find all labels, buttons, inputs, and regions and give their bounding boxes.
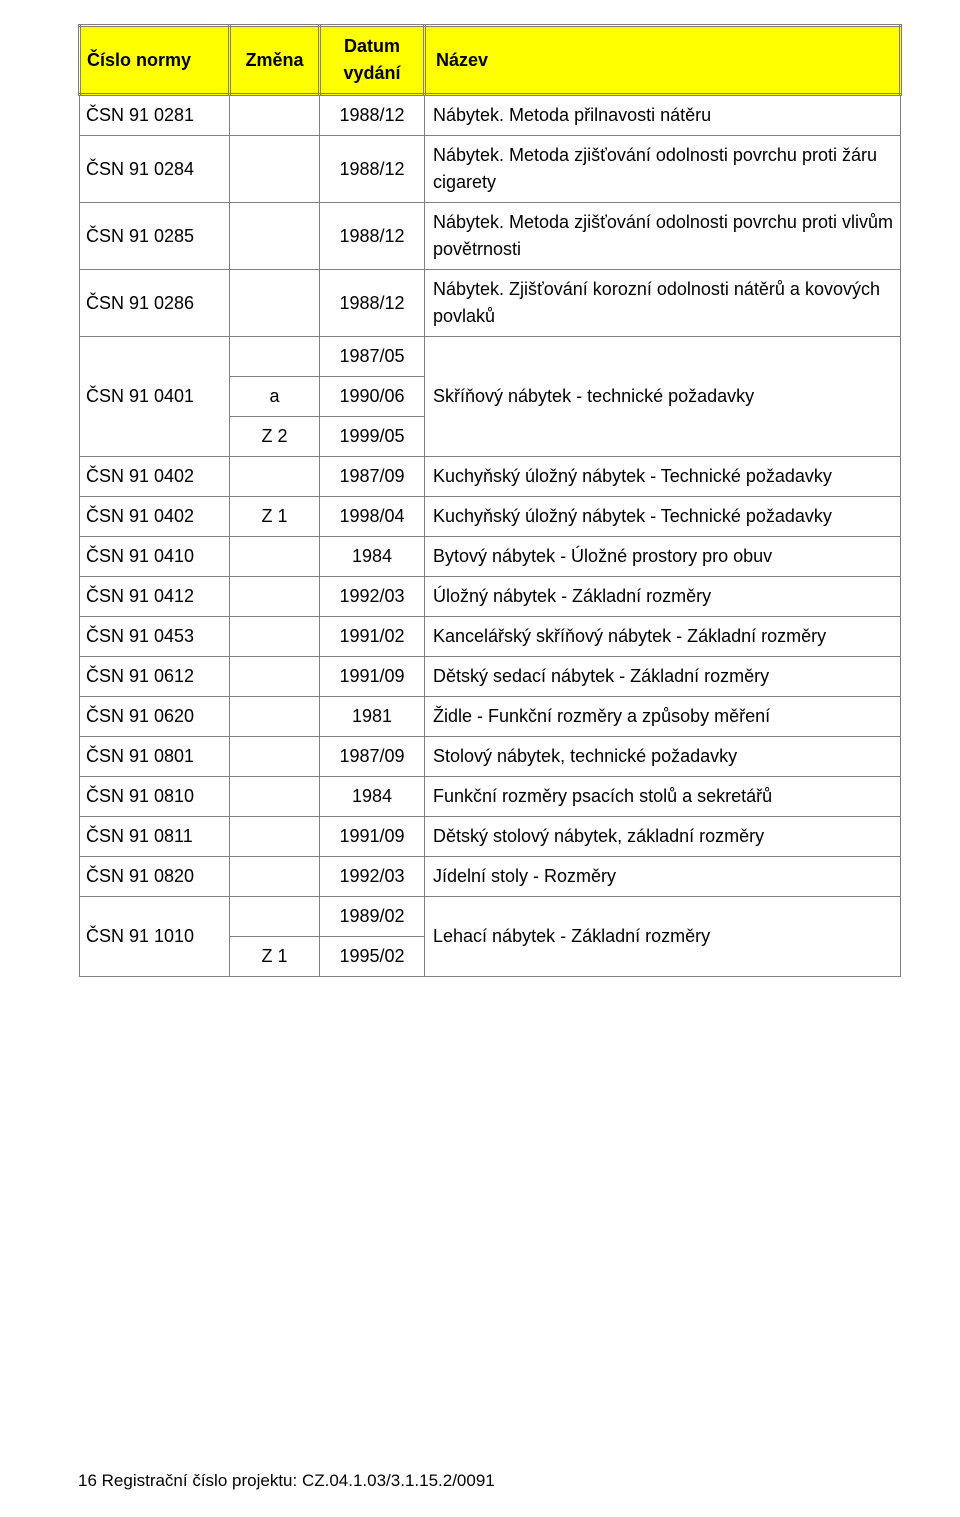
cell-nazev: Skříňový nábytek - technické požadavky [425,337,901,457]
cell-zmena [230,697,320,737]
cell-nazev: Jídelní stoly - Rozměry [425,857,901,897]
cell-zmena [230,270,320,337]
cell-zmena [230,337,320,377]
cell-cislo: ČSN 91 0811 [80,817,230,857]
cell-datum: 1988/12 [320,203,425,270]
table-row: ČSN 91 0410 1984 Bytový nábytek - Úložné… [80,537,901,577]
cell-zmena: Z 2 [230,417,320,457]
cell-zmena [230,577,320,617]
cell-cislo: ČSN 91 0402 [80,457,230,497]
cell-datum: 1988/12 [320,136,425,203]
table-row: ČSN 91 0402 Z 1 1998/04 Kuchyňský úložný… [80,497,901,537]
header-nazev: Název [425,26,901,95]
table-row: ČSN 91 0286 1988/12 Nábytek. Zjišťování … [80,270,901,337]
table-row: ČSN 91 0284 1988/12 Nábytek. Metoda zjiš… [80,136,901,203]
cell-zmena [230,617,320,657]
cell-nazev: Nábytek. Metoda zjišťování odolnosti pov… [425,136,901,203]
cell-datum: 1987/09 [320,457,425,497]
table-row: ČSN 91 0810 1984 Funkční rozměry psacích… [80,777,901,817]
table-row: ČSN 91 0401 1987/05 Skříňový nábytek - t… [80,337,901,377]
header-datum-vydani: Datum vydání [320,26,425,95]
cell-nazev: Lehací nábytek - Základní rozměry [425,897,901,977]
cell-nazev: Nábytek. Metoda přilnavosti nátěru [425,95,901,136]
cell-cislo: ČSN 91 0810 [80,777,230,817]
cell-zmena [230,777,320,817]
cell-zmena [230,537,320,577]
cell-cislo: ČSN 91 0620 [80,697,230,737]
header-zmena: Změna [230,26,320,95]
cell-datum: 1991/02 [320,617,425,657]
cell-cislo: ČSN 91 0410 [80,537,230,577]
cell-zmena [230,857,320,897]
cell-datum: 1991/09 [320,657,425,697]
table-row: ČSN 91 0612 1991/09 Dětský sedací nábyte… [80,657,901,697]
cell-cislo: ČSN 91 0401 [80,337,230,457]
cell-cislo: ČSN 91 0285 [80,203,230,270]
cell-datum: 1981 [320,697,425,737]
cell-zmena: Z 1 [230,497,320,537]
table-row: ČSN 91 0820 1992/03 Jídelní stoly - Rozm… [80,857,901,897]
cell-nazev: Dětský sedací nábytek - Základní rozměry [425,657,901,697]
cell-nazev: Kuchyňský úložný nábytek - Technické pož… [425,457,901,497]
cell-zmena: Z 1 [230,937,320,977]
cell-zmena [230,457,320,497]
cell-datum: 1988/12 [320,95,425,136]
cell-nazev: Dětský stolový nábytek, základní rozměry [425,817,901,857]
cell-cislo: ČSN 91 0412 [80,577,230,617]
cell-datum: 1999/05 [320,417,425,457]
cell-zmena [230,817,320,857]
cell-cislo: ČSN 91 0612 [80,657,230,697]
page-footer: 16 Registrační číslo projektu: CZ.04.1.0… [78,1471,495,1491]
table-row: ČSN 91 1010 1989/02 Lehací nábytek - Zák… [80,897,901,937]
table-row: ČSN 91 0285 1988/12 Nábytek. Metoda zjiš… [80,203,901,270]
cell-datum: 1990/06 [320,377,425,417]
cell-zmena: a [230,377,320,417]
cell-zmena [230,657,320,697]
cell-cislo: ČSN 91 0286 [80,270,230,337]
page: Číslo normy Změna Datum vydání Název ČSN… [0,0,960,1517]
cell-nazev: Nábytek. Zjišťování korozní odolnosti ná… [425,270,901,337]
cell-datum: 1987/05 [320,337,425,377]
cell-zmena [230,897,320,937]
table-row: ČSN 91 0453 1991/02 Kancelářský skříňový… [80,617,901,657]
cell-cislo: ČSN 91 1010 [80,897,230,977]
cell-nazev: Židle - Funkční rozměry a způsoby měření [425,697,901,737]
cell-zmena [230,737,320,777]
cell-nazev: Stolový nábytek, technické požadavky [425,737,901,777]
cell-datum: 1984 [320,777,425,817]
table-row: ČSN 91 0402 1987/09 Kuchyňský úložný náb… [80,457,901,497]
cell-datum: 1984 [320,537,425,577]
cell-cislo: ČSN 91 0453 [80,617,230,657]
header-cislo-normy: Číslo normy [80,26,230,95]
cell-cislo: ČSN 91 0281 [80,95,230,136]
cell-datum: 1991/09 [320,817,425,857]
table-row: ČSN 91 0620 1981 Židle - Funkční rozměry… [80,697,901,737]
table-row: ČSN 91 0412 1992/03 Úložný nábytek - Zák… [80,577,901,617]
cell-cislo: ČSN 91 0284 [80,136,230,203]
cell-datum: 1998/04 [320,497,425,537]
table-row: ČSN 91 0811 1991/09 Dětský stolový nábyt… [80,817,901,857]
cell-nazev: Kuchyňský úložný nábytek - Technické pož… [425,497,901,537]
table-row: ČSN 91 0801 1987/09 Stolový nábytek, tec… [80,737,901,777]
table-header-row: Číslo normy Změna Datum vydání Název [80,26,901,95]
cell-datum: 1987/09 [320,737,425,777]
cell-datum: 1988/12 [320,270,425,337]
cell-nazev: Bytový nábytek - Úložné prostory pro obu… [425,537,901,577]
cell-nazev: Úložný nábytek - Základní rozměry [425,577,901,617]
cell-datum: 1992/03 [320,577,425,617]
cell-zmena [230,136,320,203]
cell-zmena [230,203,320,270]
standards-table: Číslo normy Změna Datum vydání Název ČSN… [78,24,902,977]
cell-cislo: ČSN 91 0801 [80,737,230,777]
cell-datum: 1995/02 [320,937,425,977]
cell-datum: 1989/02 [320,897,425,937]
cell-cislo: ČSN 91 0402 [80,497,230,537]
table-row: ČSN 91 0281 1988/12 Nábytek. Metoda přil… [80,95,901,136]
cell-nazev: Funkční rozměry psacích stolů a sekretář… [425,777,901,817]
cell-nazev: Nábytek. Metoda zjišťování odolnosti pov… [425,203,901,270]
cell-nazev: Kancelářský skříňový nábytek - Základní … [425,617,901,657]
cell-zmena [230,95,320,136]
cell-cislo: ČSN 91 0820 [80,857,230,897]
cell-datum: 1992/03 [320,857,425,897]
